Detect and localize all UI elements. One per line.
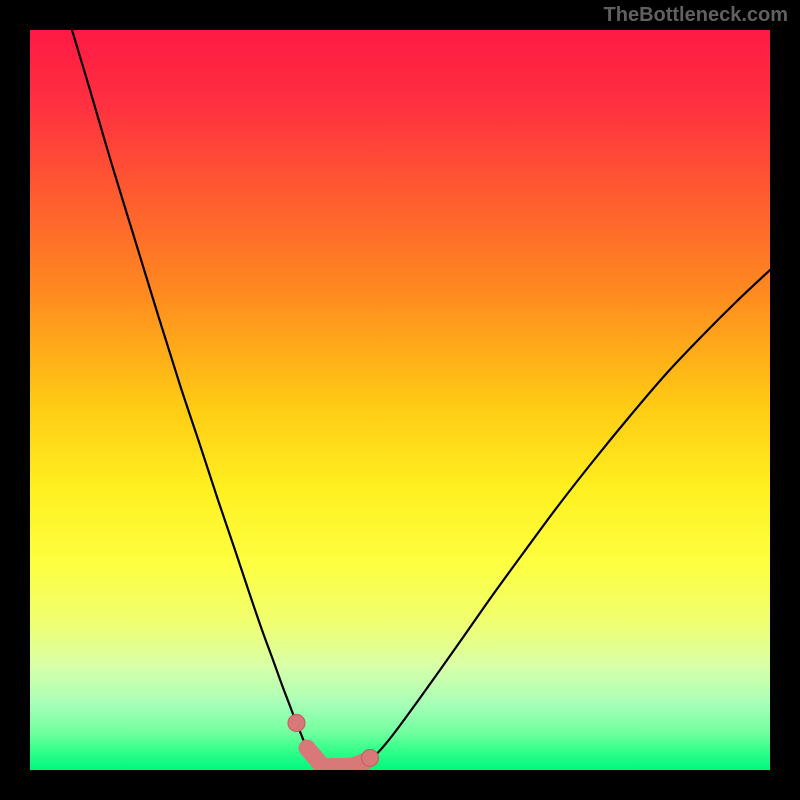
watermark-text: TheBottleneck.com: [604, 4, 788, 27]
highlight-dot-left: [288, 715, 305, 732]
chart-svg: [30, 30, 770, 770]
chart-background: [30, 30, 770, 770]
chart-plot-area: [30, 30, 770, 770]
highlight-dot-right: [362, 750, 379, 767]
